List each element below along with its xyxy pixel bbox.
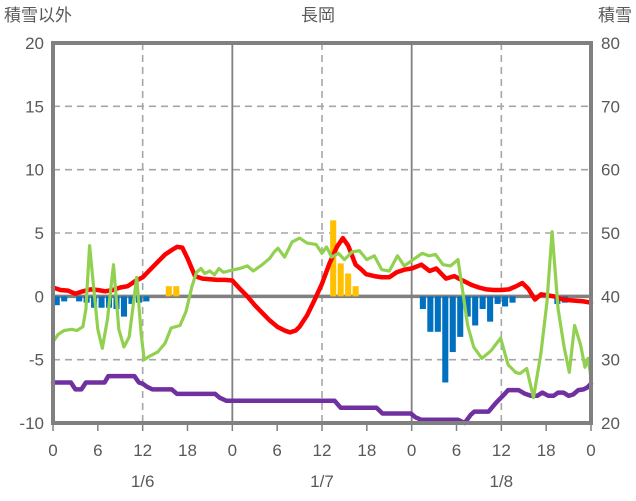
orange-bars-bar [173,286,180,297]
hour-tick-label: 12 [313,441,332,460]
right-axis-tick-label: 60 [601,161,620,180]
date-label: 1/8 [490,472,514,491]
hour-tick-label: 6 [272,441,281,460]
orange-bars-bar [337,263,344,297]
right-axis-tick-label: 80 [601,34,620,53]
hour-tick-label: 6 [93,441,102,460]
orange-bars-bar [165,286,172,297]
green-line [51,230,593,400]
right-axis-title: 積雪 [598,6,632,25]
left-axis-tick-label: 10 [25,161,44,180]
blue-bars-bar [143,296,150,302]
left-axis-tick-label: -10 [19,414,44,433]
chart-title: 長岡 [301,6,335,25]
hour-tick-label: 18 [357,441,376,460]
right-axis-tick-label: 20 [601,414,620,433]
orange-bars-bar [352,286,359,297]
hour-tick-label: 0 [228,441,237,460]
blue-bars-bar [128,296,135,304]
blue-bars-bar [472,296,479,326]
blue-bars-bar [76,296,83,302]
blue-bars-bar [509,296,516,303]
hour-tick-label: 12 [133,441,152,460]
blue-bars-bar [494,296,501,304]
left-axis-tick-label: 0 [35,287,44,306]
blue-bars-bar [479,296,486,309]
blue-bars-bar [98,296,105,308]
blue-bars-bar [61,296,68,302]
purple-line [50,373,594,426]
orange-bars-bar [345,273,352,297]
hour-tick-label: 12 [492,441,511,460]
blue-bars-bar [464,296,471,317]
red-line [50,235,594,335]
blue-bars-bar [120,296,128,317]
hour-tick-label: 0 [48,441,57,460]
right-axis-tick-label: 50 [601,224,620,243]
blue-bars-bar [434,296,441,332]
left-axis-tick-label: -5 [29,351,44,370]
blue-bars-bar [487,296,494,322]
hour-tick-label: 0 [586,441,595,460]
blue-bars-bar [457,296,464,337]
blue-bars-bar [419,296,426,309]
blue-bars-bar [442,296,449,383]
blue-bars-bar [53,296,60,306]
right-axis-tick-label: 30 [601,351,620,370]
right-axis-tick-label: 40 [601,287,620,306]
date-label: 1/6 [131,472,155,491]
left-axis-title: 積雪以外 [4,6,72,25]
date-label: 1/7 [310,472,334,491]
blue-bars-bar [502,296,509,307]
hour-tick-label: 18 [537,441,556,460]
right-axis-tick-label: 70 [601,97,620,116]
left-axis-tick-label: 20 [25,34,44,53]
hour-tick-label: 0 [407,441,416,460]
left-axis-tick-label: 5 [35,224,44,243]
hour-tick-label: 6 [452,441,461,460]
blue-bars-bar [449,296,456,353]
left-axis-tick-label: 15 [25,97,44,116]
plot-border [51,41,593,425]
blue-bars-bar [427,296,434,332]
hour-tick-label: 18 [178,441,197,460]
